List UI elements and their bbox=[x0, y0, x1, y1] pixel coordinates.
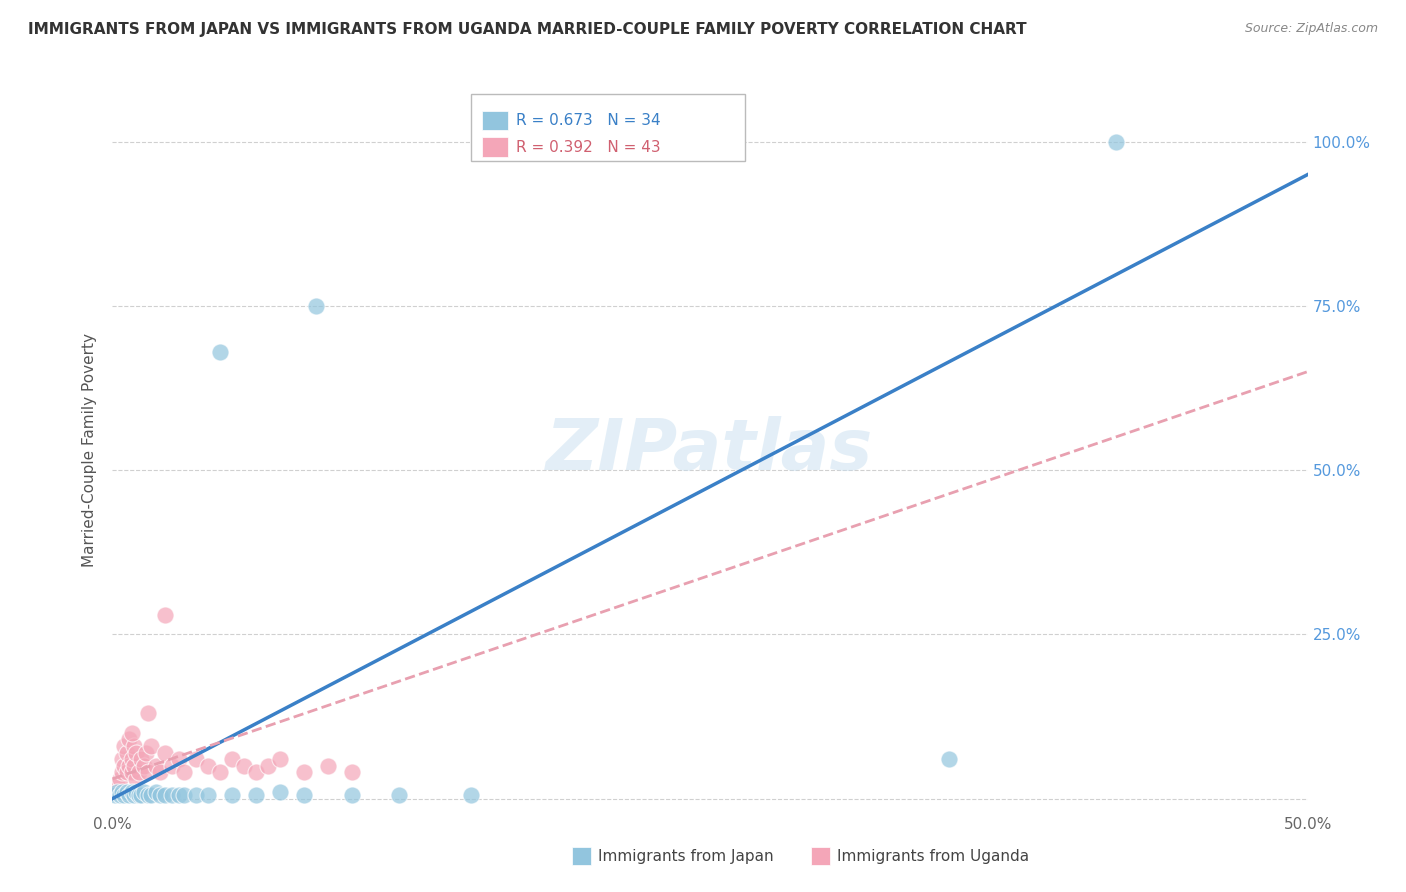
Point bbox=[162, 789, 183, 803]
Point bbox=[316, 758, 339, 772]
Point bbox=[257, 758, 280, 772]
Point bbox=[105, 785, 128, 799]
Point bbox=[221, 752, 243, 766]
Point bbox=[209, 345, 232, 359]
Point bbox=[245, 765, 267, 780]
Point bbox=[129, 752, 152, 766]
Point bbox=[104, 785, 127, 799]
Point bbox=[138, 765, 160, 780]
Point bbox=[340, 765, 363, 780]
Point bbox=[114, 758, 135, 772]
Point bbox=[169, 752, 191, 766]
Point bbox=[115, 785, 138, 799]
Point bbox=[118, 789, 141, 803]
Point bbox=[111, 785, 134, 799]
Point bbox=[121, 726, 143, 740]
Point bbox=[209, 765, 232, 780]
Point bbox=[139, 739, 162, 753]
Point bbox=[153, 746, 176, 760]
Point bbox=[233, 758, 256, 772]
Point bbox=[111, 752, 134, 766]
Point bbox=[121, 785, 143, 799]
Point bbox=[340, 789, 363, 803]
Point bbox=[125, 746, 148, 760]
Point bbox=[115, 765, 138, 780]
Point bbox=[460, 789, 482, 803]
Point bbox=[122, 789, 145, 803]
Point bbox=[145, 758, 167, 772]
Point bbox=[153, 789, 176, 803]
Point bbox=[388, 789, 411, 803]
Point bbox=[149, 789, 172, 803]
Point bbox=[145, 785, 167, 799]
Text: ZIPatlas: ZIPatlas bbox=[547, 416, 873, 485]
Point bbox=[292, 765, 315, 780]
Point bbox=[186, 752, 208, 766]
Point bbox=[138, 706, 160, 721]
Point bbox=[173, 789, 195, 803]
Point bbox=[114, 739, 135, 753]
Point bbox=[269, 752, 291, 766]
Point bbox=[111, 765, 134, 780]
Point bbox=[149, 765, 172, 780]
Point bbox=[162, 758, 183, 772]
Text: R = 0.673   N = 34: R = 0.673 N = 34 bbox=[516, 113, 661, 128]
Point bbox=[197, 758, 219, 772]
Point bbox=[122, 739, 145, 753]
Point bbox=[128, 789, 150, 803]
Point bbox=[104, 789, 127, 803]
Point bbox=[153, 607, 176, 622]
Y-axis label: Married-Couple Family Poverty: Married-Couple Family Poverty bbox=[82, 334, 97, 567]
Point bbox=[305, 299, 328, 313]
Point bbox=[169, 789, 191, 803]
Point bbox=[128, 765, 150, 780]
Point bbox=[135, 746, 157, 760]
Point bbox=[186, 789, 208, 803]
Point bbox=[121, 765, 143, 780]
Point bbox=[245, 789, 267, 803]
Point bbox=[114, 789, 135, 803]
Point bbox=[125, 772, 148, 786]
Point bbox=[138, 789, 160, 803]
Point bbox=[197, 789, 219, 803]
Point bbox=[173, 765, 195, 780]
Point bbox=[125, 785, 148, 799]
Text: IMMIGRANTS FROM JAPAN VS IMMIGRANTS FROM UGANDA MARRIED-COUPLE FAMILY POVERTY CO: IMMIGRANTS FROM JAPAN VS IMMIGRANTS FROM… bbox=[28, 22, 1026, 37]
Point bbox=[108, 772, 131, 786]
Point bbox=[118, 732, 141, 747]
Point bbox=[122, 758, 145, 772]
Point bbox=[118, 758, 141, 772]
Point bbox=[108, 789, 131, 803]
Point bbox=[139, 789, 162, 803]
Point bbox=[1105, 135, 1128, 149]
Text: Immigrants from Uganda: Immigrants from Uganda bbox=[837, 849, 1029, 863]
Point bbox=[292, 789, 315, 803]
Point bbox=[105, 779, 128, 793]
Point bbox=[132, 785, 155, 799]
Text: Immigrants from Japan: Immigrants from Japan bbox=[598, 849, 773, 863]
Point bbox=[221, 789, 243, 803]
Text: Source: ZipAtlas.com: Source: ZipAtlas.com bbox=[1244, 22, 1378, 36]
Text: R = 0.392   N = 43: R = 0.392 N = 43 bbox=[516, 140, 661, 154]
Point bbox=[121, 752, 143, 766]
Point bbox=[938, 752, 960, 766]
Point bbox=[269, 785, 291, 799]
Point bbox=[132, 758, 155, 772]
Point bbox=[129, 789, 152, 803]
Point bbox=[115, 746, 138, 760]
